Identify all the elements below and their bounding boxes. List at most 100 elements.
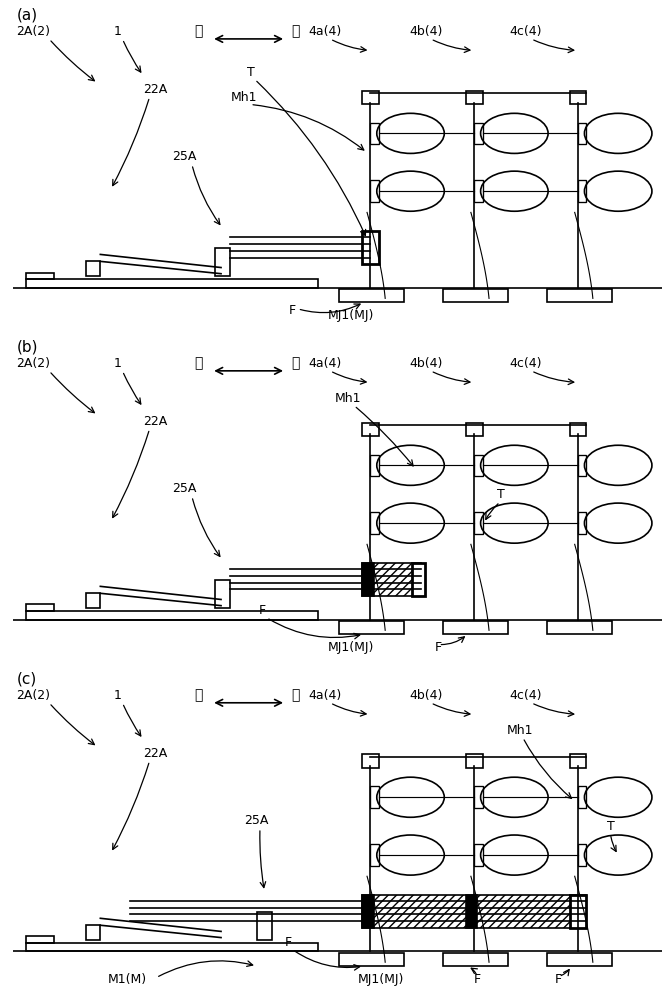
Bar [362,423,379,436]
Text: MJ1(MJ): MJ1(MJ) [328,641,375,654]
Bar [371,512,379,534]
Bar [362,91,379,104]
Text: 25A: 25A [173,482,197,495]
Bar [578,123,587,144]
Text: 2A(2): 2A(2) [17,689,51,702]
Bar [339,621,404,634]
Bar [547,953,611,966]
Text: 1: 1 [114,25,122,38]
Bar [547,289,611,302]
Bar [362,895,587,928]
Text: (c): (c) [17,672,37,687]
Bar [578,786,587,808]
Bar [362,231,379,264]
Bar [474,180,482,202]
Bar [215,580,230,608]
Bar [443,621,508,634]
Bar [371,844,379,866]
Text: 1: 1 [114,689,122,702]
Text: 4b(4): 4b(4) [409,357,443,370]
Text: 25A: 25A [173,150,197,163]
Bar [371,180,379,202]
Text: 后: 后 [292,356,300,370]
Bar [86,593,100,608]
Text: 前: 前 [194,24,203,38]
Text: 22A: 22A [143,83,167,96]
Text: 4c(4): 4c(4) [510,689,543,702]
Bar [578,180,587,202]
Bar [569,91,587,104]
Bar [474,786,482,808]
Text: 25A: 25A [244,814,268,827]
Text: Mh1: Mh1 [506,724,533,737]
Text: 4b(4): 4b(4) [409,689,443,702]
Text: 22A: 22A [143,747,167,760]
Bar [339,289,404,302]
Text: F: F [259,604,266,617]
Text: 4c(4): 4c(4) [510,357,543,370]
Bar [26,611,318,620]
Text: 4a(4): 4a(4) [308,25,342,38]
Text: 后: 后 [292,24,300,38]
Bar [547,621,611,634]
Text: 4c(4): 4c(4) [510,25,543,38]
Bar [474,512,482,534]
Text: F: F [474,973,481,986]
Bar [86,925,100,940]
Bar [215,248,230,276]
Text: T: T [607,820,615,833]
Bar [26,279,318,288]
Bar [466,91,482,104]
Bar [474,844,482,866]
Text: 4b(4): 4b(4) [409,25,443,38]
Bar [371,123,379,144]
Bar [339,953,404,966]
Text: M1(M): M1(M) [108,973,147,986]
Bar [362,895,373,928]
Text: T: T [497,488,504,501]
Bar [466,423,482,436]
Text: (a): (a) [17,8,37,23]
Text: F: F [289,304,296,317]
Bar [26,936,54,943]
Bar [371,786,379,808]
Bar [569,754,587,768]
Bar [474,455,482,476]
Text: 2A(2): 2A(2) [17,357,51,370]
Bar [569,423,587,436]
Bar [474,123,482,144]
Text: Mh1: Mh1 [334,392,361,405]
Bar [578,512,587,534]
Bar [362,563,421,596]
Bar [413,563,425,596]
Bar [362,563,373,596]
Bar [569,895,587,928]
Text: 后: 后 [292,688,300,702]
Text: F: F [284,936,292,949]
Bar [443,289,508,302]
Bar [362,754,379,768]
Bar [371,455,379,476]
Text: Mh1: Mh1 [231,91,258,104]
Bar [443,953,508,966]
Text: F: F [436,641,442,654]
Bar [578,455,587,476]
Bar [466,895,478,928]
Text: T: T [247,66,255,79]
Text: MJ1(MJ): MJ1(MJ) [357,973,403,986]
Text: 4a(4): 4a(4) [308,689,342,702]
Text: (b): (b) [17,340,38,355]
Text: 2A(2): 2A(2) [17,25,51,38]
Text: 4a(4): 4a(4) [308,357,342,370]
Bar [466,754,482,768]
Text: F: F [555,973,563,986]
Text: 1: 1 [114,357,122,370]
Bar [578,844,587,866]
Bar [86,261,100,276]
Text: MJ1(MJ): MJ1(MJ) [328,309,375,322]
Bar [26,273,54,279]
Text: 前: 前 [194,688,203,702]
Bar [26,604,54,611]
Text: 22A: 22A [143,415,167,428]
Bar [26,943,318,951]
